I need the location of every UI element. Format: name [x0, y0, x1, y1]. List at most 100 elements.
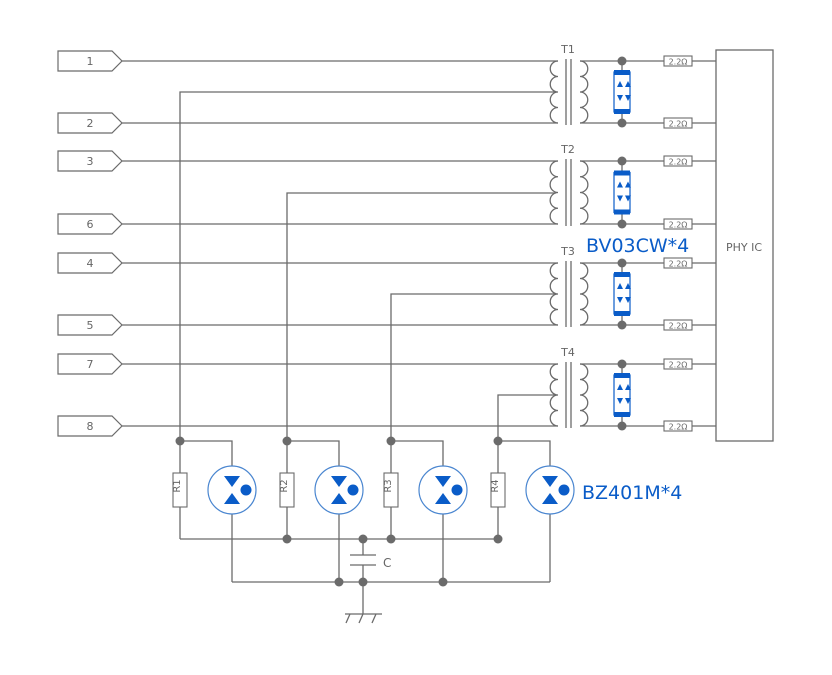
- diode-icon: [617, 181, 631, 202]
- junction-node: [386, 534, 396, 544]
- junction-node: [617, 258, 627, 268]
- resistor-label: R1: [172, 479, 183, 492]
- resistor-2-2-ohm: [663, 218, 693, 230]
- phy-ic-label: PHY IC: [726, 241, 762, 254]
- transformer-primary-coil: [549, 160, 559, 225]
- resistor-2-2-ohm: [663, 257, 693, 269]
- gdt-wire: [287, 440, 340, 466]
- transformer-label: T4: [560, 346, 575, 359]
- connector-pin-3: [57, 150, 123, 172]
- connector-pin-2: [57, 112, 123, 134]
- center-tap-line: [179, 91, 556, 441]
- resistor-label: R2: [279, 479, 290, 492]
- connector-label: 4: [87, 257, 94, 270]
- connector-pin-8: [57, 415, 123, 437]
- diode-icon: [617, 283, 631, 303]
- tvs-pin: [614, 412, 630, 417]
- diode-icon: [617, 81, 631, 101]
- resistor-value: 2.2Ω: [669, 260, 688, 269]
- junction-node: [438, 577, 448, 587]
- connector-pin-7: [57, 353, 123, 375]
- gdt-electrode-icon: [435, 476, 451, 504]
- bias-resistor: [279, 472, 295, 508]
- junction-node: [358, 534, 368, 544]
- junction-node: [282, 534, 292, 544]
- transformer-secondary-coil: [579, 60, 589, 124]
- tvs-pin: [614, 170, 630, 176]
- tvs-pin: [614, 70, 630, 75]
- connector-label: 7: [87, 358, 94, 371]
- transformer-label: T3: [560, 245, 575, 258]
- tvs-diode-array: [613, 373, 631, 417]
- bias-resistor: [172, 472, 188, 508]
- gdt-electrode-icon: [542, 476, 558, 504]
- junction-nodes: [175, 56, 627, 587]
- gdt-gas-dot: [347, 484, 359, 496]
- tvs-pin: [614, 209, 630, 215]
- connector-pin-5: [57, 314, 123, 336]
- phy-ic-box: [715, 49, 774, 442]
- junction-node: [358, 577, 368, 587]
- gdt-electrode-icon: [331, 476, 347, 504]
- resistor-2-2-ohm: [663, 319, 693, 331]
- junction-node: [617, 359, 627, 369]
- resistor-2-2-ohm: [663, 420, 693, 432]
- center-tap-line: [390, 293, 556, 441]
- resistor-value: 2.2Ω: [669, 361, 688, 370]
- center-tap-line: [497, 394, 556, 441]
- resistor-label: R3: [383, 479, 394, 492]
- resistor-value: 2.2Ω: [669, 58, 688, 67]
- gdt-label: BZ401M*4: [582, 482, 682, 504]
- transformer-label: T1: [560, 43, 575, 56]
- transformer-primary-coil: [549, 60, 559, 124]
- resistor-2-2-ohm: [663, 358, 693, 370]
- connector-label: 8: [87, 420, 94, 433]
- tvs-pin: [614, 272, 630, 277]
- tvs-body: [613, 171, 631, 214]
- connector-label: 1: [87, 55, 94, 68]
- tvs-body: [613, 374, 631, 416]
- bias-resistor: [383, 472, 399, 508]
- tvs-diode-array: [613, 70, 631, 114]
- tvs-diode-array: [613, 170, 631, 215]
- tvs-diode-array: [613, 272, 631, 316]
- tvs-pin: [614, 373, 630, 378]
- connector-label: 5: [87, 319, 94, 332]
- diode-icon: [617, 384, 631, 404]
- tvs-pin: [614, 311, 630, 316]
- resistor-2-2-ohm: [663, 155, 693, 167]
- wires: [122, 60, 716, 614]
- tvs-pin: [614, 109, 630, 114]
- transformer-primary-coil: [549, 363, 559, 427]
- gas-discharge-tube: [207, 465, 257, 515]
- transformer-primary-coil: [549, 262, 559, 326]
- junction-node: [282, 436, 292, 446]
- resistor-2-2-ohm: [663, 55, 693, 67]
- tvs-body: [613, 71, 631, 113]
- gdt-gas-dot: [240, 484, 252, 496]
- gas-discharge-tube: [525, 465, 575, 515]
- junction-node: [617, 219, 627, 229]
- gdt-gas-dot: [451, 484, 463, 496]
- transformer-secondary-coil: [579, 262, 589, 326]
- connector-label: 2: [87, 117, 94, 130]
- ground-icon: [345, 613, 382, 624]
- junction-node: [493, 534, 503, 544]
- transformer-label: T2: [560, 143, 575, 156]
- gdt-body: [525, 465, 575, 515]
- junction-node: [175, 436, 185, 446]
- gas-discharge-tube: [314, 465, 364, 515]
- resistor-value: 2.2Ω: [669, 120, 688, 129]
- gdt-wire: [391, 440, 444, 466]
- capacitor-label: C: [383, 556, 391, 570]
- junction-node: [386, 436, 396, 446]
- junction-node: [617, 421, 627, 431]
- tvs-label: BV03CW*4: [586, 235, 689, 257]
- gdt-electrode-icon: [224, 476, 240, 504]
- junction-node: [617, 156, 627, 166]
- gdt-body: [418, 465, 468, 515]
- bias-resistor: [490, 472, 506, 508]
- resistor-value: 2.2Ω: [669, 322, 688, 331]
- connector-pin-1: [57, 50, 123, 72]
- transformer-secondary-coil: [579, 160, 589, 225]
